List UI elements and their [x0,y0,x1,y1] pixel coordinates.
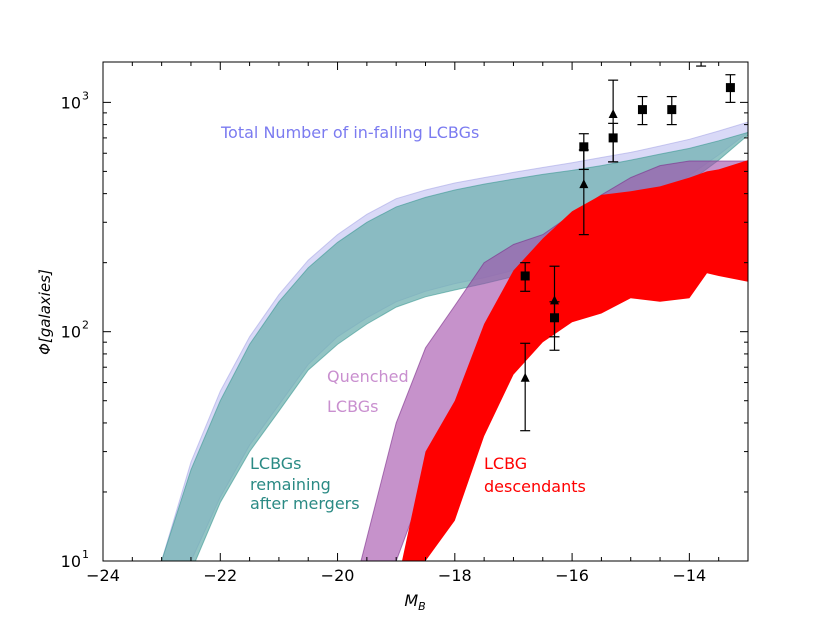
annotation-total-infalling: Total Number of in-falling LCBGs [220,123,479,142]
square-point-0 [520,271,530,281]
triangle-point-2 [579,179,589,189]
triangle-point-3 [608,108,618,118]
triangle-point-0 [520,372,530,382]
x-tick-label-4: −16 [555,566,589,585]
y-tick-label-1: 10 [61,323,81,342]
square-point-7 [725,83,735,93]
y-tick-label-exp-2: 3 [82,89,89,102]
marker-layer [520,83,735,382]
x-tick-label-1: −22 [203,566,237,585]
y-tick-label-exp-1: 2 [82,319,89,332]
x-axis-label-sub: B [418,600,426,613]
square-point-2 [579,142,589,152]
x-tick-label-2: −20 [321,566,355,585]
annotation-remaining-line1: LCBGs [250,454,302,473]
x-axis-label-main: M [404,591,418,610]
y-axis-label: Φ[galaxies] [36,269,54,355]
x-tick-label-5: −14 [672,566,706,585]
annotation-quenched-line1: Quenched [327,367,409,386]
square-point-4 [637,105,647,115]
bands-layer [161,121,748,561]
annotation-remaining-line2: remaining [250,475,331,494]
x-tick-label-0: −24 [86,566,120,585]
y-tick-label-2: 10 [61,93,81,112]
square-point-3 [608,133,618,143]
y-tick-label-exp-0: 1 [82,548,89,561]
square-point-1 [550,313,559,323]
x-tick-label-3: −18 [438,566,472,585]
annotation-descendants-line1: LCBG [484,454,527,473]
band-3 [402,160,748,561]
y-tick-label-0: 10 [61,552,81,571]
x-axis-label: MB [404,591,425,613]
triangle-point-1 [550,295,559,305]
square-point-5 [667,105,677,115]
annotation-descendants-line2: descendants [484,477,586,496]
annotation-remaining-line3: after mergers [250,494,360,513]
annotation-quenched-line2: LCBGs [327,397,379,416]
